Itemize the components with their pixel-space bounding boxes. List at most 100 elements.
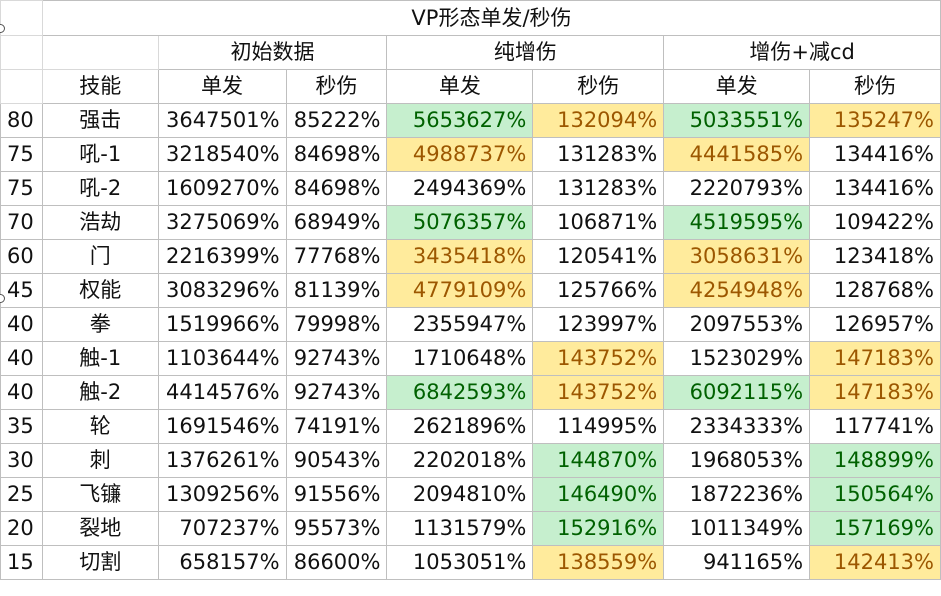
combo-single-cell[interactable]: 1523029% [663,341,811,376]
initial-single-cell[interactable]: 1309256% [157,477,287,512]
pure-dps-cell[interactable]: 144870% [532,443,665,478]
skill-cell[interactable]: 飞镰 [41,477,159,512]
level-cell[interactable]: 35 [0,409,43,444]
combo-single-cell[interactable]: 4254948% [663,273,811,308]
combo-dps-cell[interactable]: 134416% [809,171,941,206]
pure-single-cell[interactable]: 4988737% [386,137,534,172]
pure-single-cell[interactable]: 1053051% [386,545,534,580]
pure-dps-cell[interactable]: 132094% [532,103,665,138]
selection-handle-icon[interactable] [0,294,5,303]
initial-single-cell[interactable]: 707237% [157,511,287,546]
group-header-combo[interactable]: 增伤+减cd [663,35,941,70]
combo-single-cell[interactable]: 4441585% [663,137,811,172]
blank-cell[interactable] [41,35,159,70]
initial-dps-cell[interactable]: 79998% [285,307,388,342]
header-single[interactable]: 单发 [157,69,287,104]
initial-dps-cell[interactable]: 84698% [285,137,388,172]
combo-dps-cell[interactable]: 142413% [809,545,941,580]
combo-dps-cell[interactable]: 117741% [809,409,941,444]
skill-cell[interactable]: 裂地 [41,511,159,546]
header-dps[interactable]: 秒伤 [285,69,388,104]
initial-single-cell[interactable]: 1519966% [157,307,287,342]
blank-cell[interactable] [0,69,43,104]
pure-dps-cell[interactable]: 152916% [532,511,665,546]
skill-cell[interactable]: 浩劫 [41,205,159,240]
level-cell[interactable]: 60 [0,239,43,274]
level-cell[interactable]: 20 [0,511,43,546]
pure-dps-cell[interactable]: 125766% [532,273,665,308]
initial-dps-cell[interactable]: 92743% [285,341,388,376]
combo-single-cell[interactable]: 4519595% [663,205,811,240]
combo-single-cell[interactable]: 6092115% [663,375,811,410]
pure-single-cell[interactable]: 3435418% [386,239,534,274]
skill-cell[interactable]: 拳 [41,307,159,342]
initial-single-cell[interactable]: 1103644% [157,341,287,376]
level-cell[interactable]: 40 [0,375,43,410]
pure-single-cell[interactable]: 2355947% [386,307,534,342]
header-dps[interactable]: 秒伤 [532,69,665,104]
level-cell[interactable]: 70 [0,205,43,240]
combo-dps-cell[interactable]: 157169% [809,511,941,546]
combo-dps-cell[interactable]: 147183% [809,375,941,410]
skill-cell[interactable]: 门 [41,239,159,274]
pure-dps-cell[interactable]: 114995% [532,409,665,444]
skill-cell[interactable]: 权能 [41,273,159,308]
level-cell[interactable]: 40 [0,341,43,376]
combo-single-cell[interactable]: 941165% [663,545,811,580]
level-cell[interactable]: 75 [0,137,43,172]
initial-single-cell[interactable]: 1609270% [157,171,287,206]
initial-dps-cell[interactable]: 84698% [285,171,388,206]
level-cell[interactable]: 75 [0,171,43,206]
initial-dps-cell[interactable]: 68949% [285,205,388,240]
group-header-pure[interactable]: 纯增伤 [386,35,665,70]
combo-single-cell[interactable]: 2097553% [663,307,811,342]
initial-dps-cell[interactable]: 95573% [285,511,388,546]
pure-dps-cell[interactable]: 138559% [532,545,665,580]
initial-single-cell[interactable]: 1691546% [157,409,287,444]
combo-dps-cell[interactable]: 147183% [809,341,941,376]
combo-dps-cell[interactable]: 150564% [809,477,941,512]
pure-single-cell[interactable]: 5076357% [386,205,534,240]
combo-dps-cell[interactable]: 126957% [809,307,941,342]
combo-dps-cell[interactable]: 123418% [809,239,941,274]
pure-single-cell[interactable]: 4779109% [386,273,534,308]
pure-dps-cell[interactable]: 146490% [532,477,665,512]
skill-cell[interactable]: 触-1 [41,341,159,376]
initial-dps-cell[interactable]: 91556% [285,477,388,512]
pure-dps-cell[interactable]: 131283% [532,171,665,206]
skill-cell[interactable]: 吼-2 [41,171,159,206]
level-cell[interactable]: 30 [0,443,43,478]
pure-dps-cell[interactable]: 120541% [532,239,665,274]
combo-single-cell[interactable]: 2334333% [663,409,811,444]
pure-single-cell[interactable]: 5653627% [386,103,534,138]
pure-single-cell[interactable]: 1710648% [386,341,534,376]
initial-dps-cell[interactable]: 92743% [285,375,388,410]
initial-dps-cell[interactable]: 77768% [285,239,388,274]
pure-single-cell[interactable]: 1131579% [386,511,534,546]
skill-cell[interactable]: 刺 [41,443,159,478]
level-cell[interactable]: 80 [0,103,43,138]
blank-cell[interactable] [0,35,43,70]
pure-dps-cell[interactable]: 106871% [532,205,665,240]
header-single[interactable]: 单发 [386,69,534,104]
initial-dps-cell[interactable]: 81139% [285,273,388,308]
combo-dps-cell[interactable]: 134416% [809,137,941,172]
combo-single-cell[interactable]: 1872236% [663,477,811,512]
combo-dps-cell[interactable]: 148899% [809,443,941,478]
skill-cell[interactable]: 强击 [41,103,159,138]
pure-single-cell[interactable]: 2494369% [386,171,534,206]
initial-single-cell[interactable]: 3647501% [157,103,287,138]
initial-single-cell[interactable]: 3275069% [157,205,287,240]
header-skill[interactable]: 技能 [41,69,159,104]
group-header-initial[interactable]: 初始数据 [157,35,388,70]
initial-single-cell[interactable]: 4414576% [157,375,287,410]
initial-single-cell[interactable]: 658157% [157,545,287,580]
combo-single-cell[interactable]: 3058631% [663,239,811,274]
skill-cell[interactable]: 吼-1 [41,137,159,172]
pure-single-cell[interactable]: 2621896% [386,409,534,444]
pure-single-cell[interactable]: 2202018% [386,443,534,478]
combo-dps-cell[interactable]: 109422% [809,205,941,240]
level-cell[interactable]: 45 [0,273,43,308]
skill-cell[interactable]: 轮 [41,409,159,444]
level-cell[interactable]: 40 [0,307,43,342]
